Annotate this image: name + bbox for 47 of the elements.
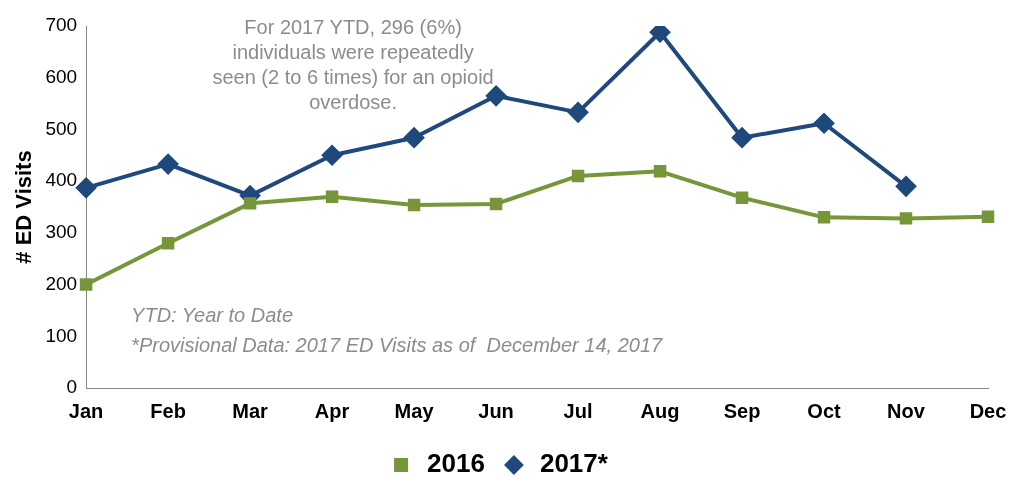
point — [161, 236, 175, 250]
point — [158, 154, 179, 175]
y-axis-title: # ED Visits — [11, 150, 37, 264]
annotation: For 2017 YTD, 296 (6%) individuals were repeatedly seen (2 to 6 times) for an opioid overdose. — [212, 15, 494, 113]
point — [817, 211, 831, 224]
x-tick-label: Dec — [969, 399, 1007, 422]
point — [489, 197, 503, 211]
point — [653, 165, 667, 178]
point — [404, 127, 425, 148]
y-tick-label: 200 — [45, 272, 78, 294]
y-tick-label: 700 — [45, 14, 78, 36]
x-tick-label: Jun — [478, 399, 514, 422]
x-tick-label: Apr — [314, 399, 350, 422]
point — [732, 127, 753, 148]
y-tick-label: 100 — [45, 324, 78, 346]
x-tick-label: Mar — [232, 399, 269, 422]
point — [735, 191, 749, 204]
x-tick-label: Oct — [807, 399, 842, 422]
point — [896, 176, 917, 197]
point — [243, 197, 257, 210]
annotation: YTD: Year to Date — [131, 303, 294, 326]
x-tick-label: Aug — [640, 399, 680, 422]
x-tick-label: Sep — [723, 399, 761, 422]
point — [325, 190, 339, 203]
y-tick-label: 0 — [66, 376, 78, 398]
x-tick-label: May — [394, 399, 435, 422]
point — [650, 26, 671, 43]
point — [322, 145, 343, 166]
point — [571, 169, 585, 183]
point — [814, 113, 835, 134]
point — [899, 212, 913, 225]
annotation: *Provisional Data: 2017 ED Visits as of December 14, 2017 — [131, 333, 663, 356]
legend-label: 2017* — [539, 448, 609, 479]
point — [76, 177, 97, 198]
legend-label: 2016 — [427, 448, 485, 479]
x-tick-label: Nov — [887, 399, 926, 422]
point — [79, 278, 93, 291]
point — [981, 210, 995, 224]
x-tick-label: Feb — [150, 399, 186, 422]
point — [407, 198, 421, 212]
y-tick-label: 300 — [45, 221, 78, 243]
y-tick-label: 600 — [45, 65, 78, 87]
x-tick-label: Jul — [563, 399, 593, 422]
y-tick-label: 400 — [45, 169, 78, 191]
x-tick-label: Jan — [68, 399, 104, 422]
y-tick-label: 500 — [45, 117, 78, 139]
point — [568, 102, 589, 123]
